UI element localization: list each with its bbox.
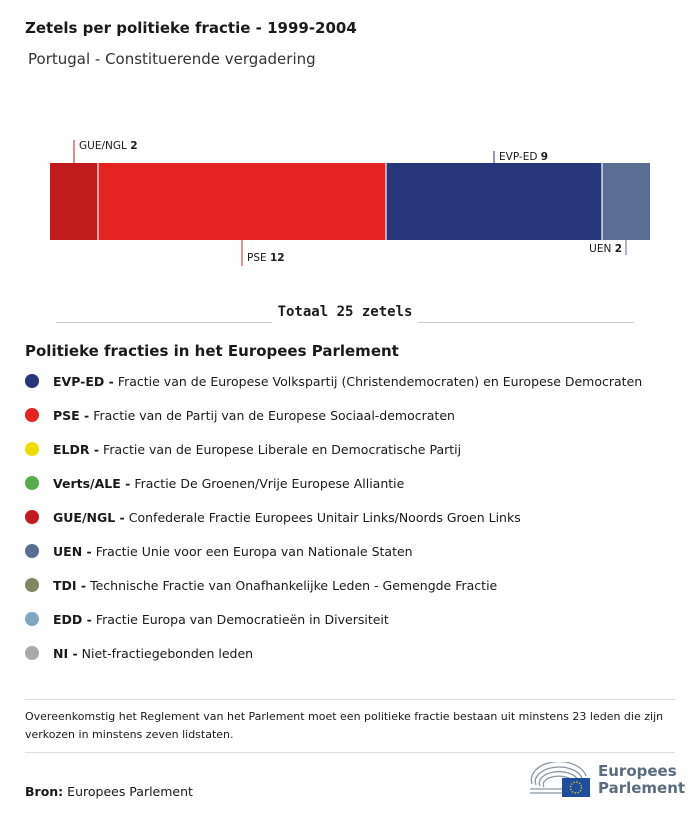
legend: EVP-ED - Fractie van de Europese Volkspar… (25, 364, 642, 670)
bar-segment-uen (602, 163, 650, 240)
legend-dot-icon (25, 374, 39, 388)
legend-abbr: ELDR - (53, 441, 100, 457)
legend-desc: Fractie van de Partij van de Europese So… (93, 407, 455, 423)
total-seats-label: Totaal 25 zetels (277, 304, 413, 320)
legend-abbr: PSE - (53, 407, 90, 423)
source-label: Bron: (25, 784, 64, 799)
legend-desc: Fractie Europa van Democratieën in Diver… (95, 611, 389, 627)
footnote: Overeenkomstig het Reglement van het Par… (25, 710, 664, 741)
ep-logo: Europees Parlement (528, 762, 685, 798)
legend-item: PSE - Fractie van de Partij van de Europe… (25, 398, 642, 432)
logo-text-line1: Europees (598, 762, 677, 780)
legend-dot-icon (25, 646, 39, 660)
legend-item: EVP-ED - Fractie van de Europese Volkspar… (25, 364, 642, 398)
legend-dot-icon (25, 476, 39, 490)
legend-dot-icon (25, 510, 39, 524)
legend-dot-icon (25, 408, 39, 422)
legend-desc: Technische Fractie van Onafhankelijke Le… (90, 577, 498, 593)
legend-abbr: EVP-ED - (53, 373, 114, 389)
legend-abbr: EDD - (53, 611, 92, 627)
legend-abbr: UEN - (53, 543, 92, 559)
legend-desc: Fractie van de Europese Volkspartij (Chr… (117, 373, 643, 389)
legend-item: GUE/NGL - Confederale Fractie Europees Un… (25, 500, 642, 534)
legend-abbr: NI - (53, 645, 78, 661)
legend-item: UEN - Fractie Unie voor een Europa van Na… (25, 534, 642, 568)
legend-dot-icon (25, 544, 39, 558)
legend-abbr: Verts/ALE - (53, 475, 131, 491)
legend-desc: Confederale Fractie Europees Unitair Lin… (128, 509, 521, 525)
data-label: UEN 2 (589, 243, 622, 255)
divider-left (56, 322, 272, 323)
chart-subtitle: Portugal - Constituerende vergadering (28, 50, 316, 68)
seat-bar-chart: GUE/NGL 2 PSE 12 EVP-ED 9 UEN 2 (50, 140, 650, 266)
legend-dot-icon (25, 442, 39, 456)
data-label: EVP-ED 9 (499, 151, 548, 163)
legend-desc: Fractie van de Europese Liberale en Demo… (103, 441, 462, 457)
data-label: PSE 12 (247, 252, 285, 264)
hemicycle-flag-icon (530, 762, 590, 797)
legend-title: Politieke fracties in het Europees Parle… (25, 342, 399, 360)
legend-item: Verts/ALE - Fractie De Groenen/Vrije Euro… (25, 466, 642, 500)
bar-segment-guengl (50, 163, 98, 240)
divider-right (418, 322, 634, 323)
logo-text-line2: Parlement (598, 779, 686, 797)
divider (25, 752, 675, 753)
divider (25, 699, 675, 700)
legend-item: NI - Niet-fractiegebonden leden (25, 636, 642, 670)
bar-segment-evped (386, 163, 602, 240)
legend-dot-icon (25, 578, 39, 592)
legend-desc: Niet-fractiegebonden leden (81, 645, 254, 661)
legend-desc: Fractie Unie voor een Europa van Nationa… (95, 543, 413, 559)
legend-item: EDD - Fractie Europa van Democratieën in … (25, 602, 642, 636)
legend-desc: Fractie De Groenen/Vrije Europese Allian… (134, 475, 405, 491)
source-value: Europees Parlement (67, 784, 193, 799)
legend-abbr: TDI - (53, 577, 87, 593)
legend-dot-icon (25, 612, 39, 626)
data-label: GUE/NGL 2 (79, 140, 138, 152)
legend-item: ELDR - Fractie van de Europese Liberale e… (25, 432, 642, 466)
source: Bron: Europees Parlement (25, 784, 193, 799)
bar-segment-pse (98, 163, 386, 240)
legend-item: TDI - Technische Fractie van Onafhankelij… (25, 568, 642, 602)
legend-abbr: GUE/NGL - (53, 509, 125, 525)
chart-title: Zetels per politieke fractie - 1999-2004 (25, 19, 357, 37)
